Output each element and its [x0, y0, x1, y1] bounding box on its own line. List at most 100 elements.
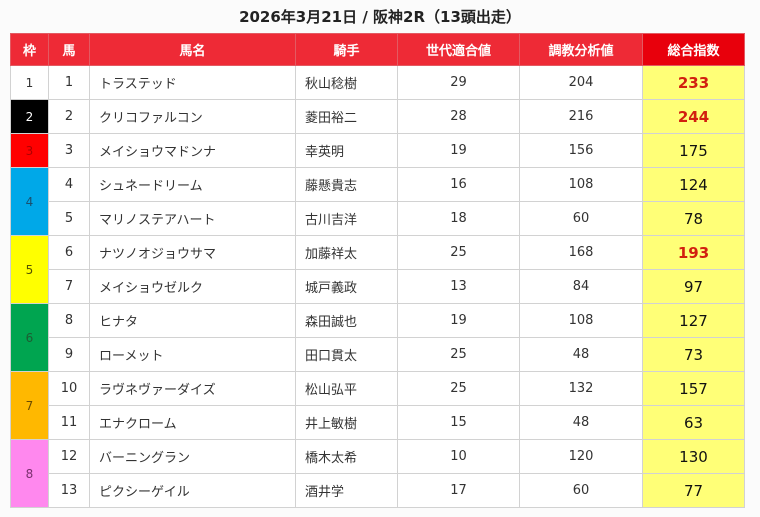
- training-score-cell: 132: [519, 371, 643, 406]
- table-row: 1 1 トラステッド 秋山稔樹 29 204 233: [10, 65, 745, 100]
- header-jockey: 騎手: [295, 33, 398, 66]
- horse-name-cell: エナクローム: [89, 405, 296, 440]
- header-waku: 枠: [10, 33, 49, 66]
- table-row: 11 エナクローム 井上敏樹 15 48 63: [11, 405, 745, 440]
- jockey-cell: 幸英明: [295, 133, 398, 168]
- jockey-cell: 加藤祥太: [295, 235, 398, 270]
- horse-name-cell: ナツノオジョウサマ: [89, 235, 296, 270]
- generation-score-cell: 10: [397, 439, 520, 474]
- waku-cell: 3: [10, 133, 49, 168]
- uma-number-cell: 2: [48, 99, 90, 134]
- jockey-cell: 秋山稔樹: [295, 65, 398, 100]
- jockey-cell: 城戸義政: [295, 269, 398, 304]
- waku-cell: 5: [10, 235, 49, 304]
- training-score-cell: 120: [519, 439, 643, 474]
- waku-cell: 6: [10, 303, 49, 372]
- uma-number-cell: 7: [48, 269, 90, 304]
- generation-score-cell: 16: [397, 167, 520, 202]
- horse-name-cell: ラヴネヴァーダイズ: [89, 371, 296, 406]
- waku-cell: 2: [10, 99, 49, 134]
- table-body: 1 1 トラステッド 秋山稔樹 29 204 233 2 2 クリコファルコン 菱田裕二 28 216 2…: [10, 65, 745, 508]
- table-row: 2 2 クリコファルコン 菱田裕二 28 216 244: [10, 99, 745, 134]
- training-score-cell: 156: [519, 133, 643, 168]
- page-title: 2026年3月21日 / 阪神2R（13頭出走）: [239, 8, 521, 26]
- table-row: 4 4 シュネードリーム 藤懸貴志 16 108 124: [10, 167, 745, 236]
- table-row: 9 ローメット 田口貫太 25 48 73: [11, 337, 745, 372]
- header-horse-name: 馬名: [89, 33, 296, 66]
- generation-score-cell: 13: [397, 269, 520, 304]
- uma-number-cell: 13: [48, 473, 90, 508]
- waku-cell: 7: [10, 371, 49, 440]
- jockey-cell: 藤懸貴志: [295, 167, 398, 202]
- total-index-cell: 78: [642, 201, 745, 236]
- total-index-cell: 127: [642, 303, 745, 338]
- total-index-cell: 157: [642, 371, 745, 406]
- training-score-cell: 168: [519, 235, 643, 270]
- table-row: 5 マリノステアハート 古川吉洋 18 60 78: [11, 201, 745, 236]
- generation-score-cell: 15: [397, 405, 520, 440]
- total-index-cell: 193: [642, 235, 745, 270]
- training-score-cell: 60: [519, 201, 643, 236]
- jockey-cell: 田口貫太: [295, 337, 398, 372]
- training-score-cell: 84: [519, 269, 643, 304]
- header-uma: 馬: [48, 33, 90, 66]
- horse-name-cell: ピクシーゲイル: [89, 473, 296, 508]
- total-index-cell: 63: [642, 405, 745, 440]
- generation-score-cell: 19: [397, 303, 520, 338]
- total-index-cell: 124: [642, 167, 745, 202]
- horse-name-cell: マリノステアハート: [89, 201, 296, 236]
- table-row: 8 12 バーニングラン 橋木太希 10 120 130: [10, 439, 745, 508]
- total-index-cell: 73: [642, 337, 745, 372]
- training-score-cell: 108: [519, 303, 643, 338]
- jockey-cell: 古川吉洋: [295, 201, 398, 236]
- generation-score-cell: 29: [397, 65, 520, 100]
- uma-number-cell: 8: [48, 303, 90, 338]
- table-row: 13 ピクシーゲイル 酒井学 17 60 77: [11, 473, 745, 508]
- training-score-cell: 48: [519, 337, 643, 372]
- horse-name-cell: メイショウマドンナ: [89, 133, 296, 168]
- header-training-score: 調教分析値: [519, 33, 643, 66]
- horse-name-cell: バーニングラン: [89, 439, 296, 474]
- table-row: 7 メイショウゼルク 城戸義政 13 84 97: [11, 269, 745, 304]
- horse-name-cell: ローメット: [89, 337, 296, 372]
- training-score-cell: 216: [519, 99, 643, 134]
- waku-cell: 1: [10, 65, 49, 100]
- jockey-cell: 橋木太希: [295, 439, 398, 474]
- table-row: 6 8 ヒナタ 森田誠也 19 108 127: [10, 303, 745, 372]
- training-score-cell: 48: [519, 405, 643, 440]
- training-score-cell: 60: [519, 473, 643, 508]
- generation-score-cell: 25: [397, 235, 520, 270]
- generation-score-cell: 19: [397, 133, 520, 168]
- training-score-cell: 108: [519, 167, 643, 202]
- uma-number-cell: 11: [48, 405, 90, 440]
- jockey-cell: 菱田裕二: [295, 99, 398, 134]
- table-row: 5 6 ナツノオジョウサマ 加藤祥太 25 168 193: [10, 235, 745, 304]
- uma-number-cell: 1: [48, 65, 90, 100]
- uma-number-cell: 12: [48, 439, 90, 474]
- waku-cell: 8: [10, 439, 49, 508]
- uma-number-cell: 6: [48, 235, 90, 270]
- uma-number-cell: 3: [48, 133, 90, 168]
- horse-name-cell: メイショウゼルク: [89, 269, 296, 304]
- total-index-cell: 97: [642, 269, 745, 304]
- waku-cell: 4: [10, 167, 49, 236]
- total-index-cell: 130: [642, 439, 745, 474]
- uma-number-cell: 4: [48, 167, 90, 202]
- table-row: 7 10 ラヴネヴァーダイズ 松山弘平 25 132 157: [10, 371, 745, 440]
- training-score-cell: 204: [519, 65, 643, 100]
- total-index-cell: 77: [642, 473, 745, 508]
- race-index-table: 枠 馬 馬名 騎手 世代適合値 調教分析値 総合指数 1 1 トラステッド 秋山稔樹 2…: [10, 33, 745, 508]
- jockey-cell: 酒井学: [295, 473, 398, 508]
- generation-score-cell: 25: [397, 337, 520, 372]
- total-index-cell: 233: [642, 65, 745, 100]
- total-index-cell: 244: [642, 99, 745, 134]
- uma-number-cell: 9: [48, 337, 90, 372]
- generation-score-cell: 18: [397, 201, 520, 236]
- header-generation-score: 世代適合値: [397, 33, 520, 66]
- generation-score-cell: 25: [397, 371, 520, 406]
- jockey-cell: 森田誠也: [295, 303, 398, 338]
- horse-name-cell: シュネードリーム: [89, 167, 296, 202]
- uma-number-cell: 5: [48, 201, 90, 236]
- uma-number-cell: 10: [48, 371, 90, 406]
- jockey-cell: 井上敏樹: [295, 405, 398, 440]
